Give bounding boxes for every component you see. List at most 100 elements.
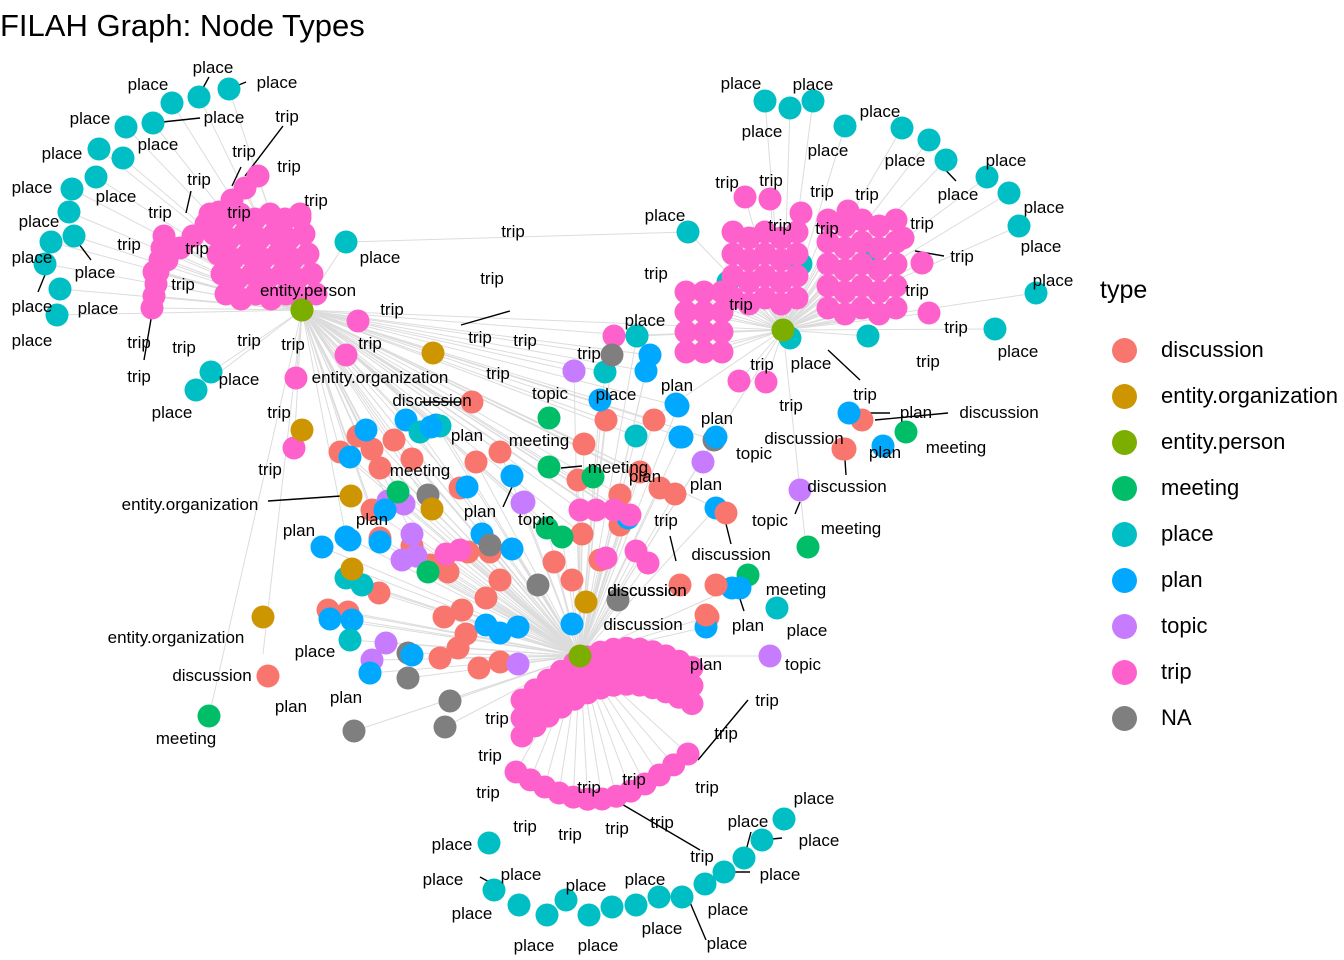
node-meeting (416, 560, 440, 584)
node-label: plan (275, 697, 307, 716)
trip-node (917, 301, 941, 325)
graph-edge (579, 493, 676, 657)
place-node (507, 893, 531, 917)
place-node (39, 230, 63, 254)
graph-edge (301, 309, 471, 401)
node-plan (488, 621, 512, 645)
node-label: meeting (766, 580, 826, 599)
trip-node (884, 252, 908, 276)
node-entity-organization (420, 497, 444, 521)
trip-node (754, 370, 778, 394)
place-node (114, 115, 138, 139)
graph-edge (353, 655, 581, 732)
node-label: place (219, 370, 260, 389)
node-label: trip (486, 364, 510, 383)
legend-swatch (1112, 705, 1137, 731)
node-label: trip (950, 247, 974, 266)
node-label: place (70, 109, 111, 128)
node-plan (373, 498, 397, 522)
trip-node (891, 226, 915, 250)
trip-node (710, 300, 734, 324)
legend-item-na: NA (1100, 695, 1338, 741)
node-label: trip (485, 709, 509, 728)
network-graph: entity.person entity.organization entity.o… (12, 58, 1074, 955)
node-plan (664, 392, 688, 416)
node-label: place (794, 789, 835, 808)
graph-edge (579, 509, 615, 657)
trip-node (785, 286, 809, 310)
node-label: plan (661, 376, 693, 395)
node-label: entity.person (260, 281, 356, 300)
place-node (670, 885, 694, 909)
node-label: trip (779, 396, 803, 415)
node-label: place (452, 904, 493, 923)
node-label: place (708, 900, 749, 919)
node-label: topic (518, 510, 554, 529)
node-label: place (707, 934, 748, 953)
trip-node (680, 674, 704, 698)
node-discussion (833, 437, 857, 461)
legend-label: NA (1161, 705, 1192, 730)
node-label: entity.organization (108, 628, 245, 647)
node-trip (434, 542, 458, 566)
graph-edge (782, 312, 930, 331)
node-label: trip (281, 335, 305, 354)
node-label: trip (187, 170, 211, 189)
node-label: trip (480, 269, 504, 288)
place-node (600, 895, 624, 919)
node-plan (338, 445, 362, 469)
node-label: discussion (603, 615, 682, 634)
node-label: place (787, 621, 828, 640)
node-label: discussion (764, 429, 843, 448)
node-na (433, 715, 457, 739)
node-meeting (386, 480, 410, 504)
place-node (577, 903, 601, 927)
node-na (396, 666, 420, 690)
label-leader-line (739, 598, 745, 612)
node-label: discussion (392, 391, 471, 410)
node-label: place (193, 58, 234, 77)
graph-edge (321, 546, 581, 657)
node-entity-organization (251, 605, 275, 629)
trip-node (785, 242, 809, 266)
trip-node (334, 343, 358, 367)
graph-edge (385, 642, 581, 657)
node-label: trip (715, 173, 739, 192)
node-plan (728, 576, 752, 600)
node-label: trip (654, 511, 678, 530)
node-label: trip (267, 403, 291, 422)
node-label: plan (330, 688, 362, 707)
node-plan (500, 464, 524, 488)
graph-edge (579, 507, 717, 657)
node-label: plan (451, 426, 483, 445)
node-entity-organization (421, 341, 445, 365)
node-discussion (542, 550, 566, 574)
node-label: trip (695, 778, 719, 797)
place-node (62, 224, 86, 248)
node-na (438, 689, 462, 713)
node-trip (618, 503, 642, 527)
node-label: trip (622, 770, 646, 789)
node-label: trip (944, 318, 968, 337)
legend-item-entity-person: entity.person (1100, 419, 1338, 465)
trip-node (140, 296, 164, 320)
label-leader-line (560, 465, 583, 469)
graph-edge (301, 309, 373, 511)
node-label: place (566, 876, 607, 895)
node-entity-organization (339, 484, 363, 508)
node-label: trip (910, 214, 934, 233)
trip-node (602, 324, 626, 348)
node-label: place (19, 212, 60, 231)
node-plan (455, 475, 479, 499)
node-discussion (400, 447, 424, 471)
node-meeting (796, 535, 820, 559)
graph-edge (301, 309, 676, 495)
place-node (111, 146, 135, 170)
node-label: discussion (172, 666, 251, 685)
node-discussion (663, 482, 687, 506)
node-label: place (721, 74, 762, 93)
place-node (712, 860, 736, 884)
node-label: trip (690, 847, 714, 866)
node-label: trip (380, 300, 404, 319)
trip-node (884, 274, 908, 298)
